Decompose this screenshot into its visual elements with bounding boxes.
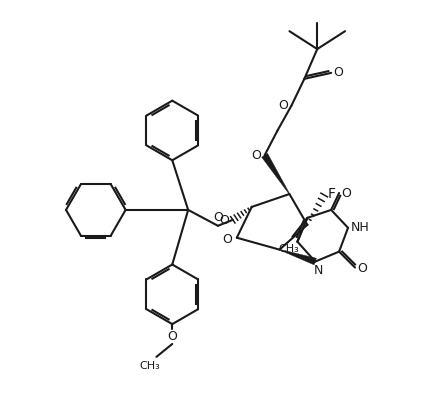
Text: CH₃: CH₃ (139, 361, 160, 371)
Text: O: O (341, 186, 351, 199)
Text: O: O (219, 214, 229, 228)
Text: O: O (279, 99, 288, 112)
Text: F: F (327, 187, 335, 201)
Text: NH: NH (351, 221, 369, 234)
Text: O: O (168, 329, 177, 342)
Text: O: O (252, 149, 262, 162)
Polygon shape (279, 249, 316, 265)
Text: O: O (333, 66, 343, 79)
Text: O: O (222, 233, 232, 246)
Text: O: O (213, 211, 223, 224)
Text: CH₃: CH₃ (278, 244, 299, 254)
Text: N: N (314, 264, 323, 277)
Polygon shape (262, 153, 289, 194)
Text: O: O (357, 262, 367, 275)
